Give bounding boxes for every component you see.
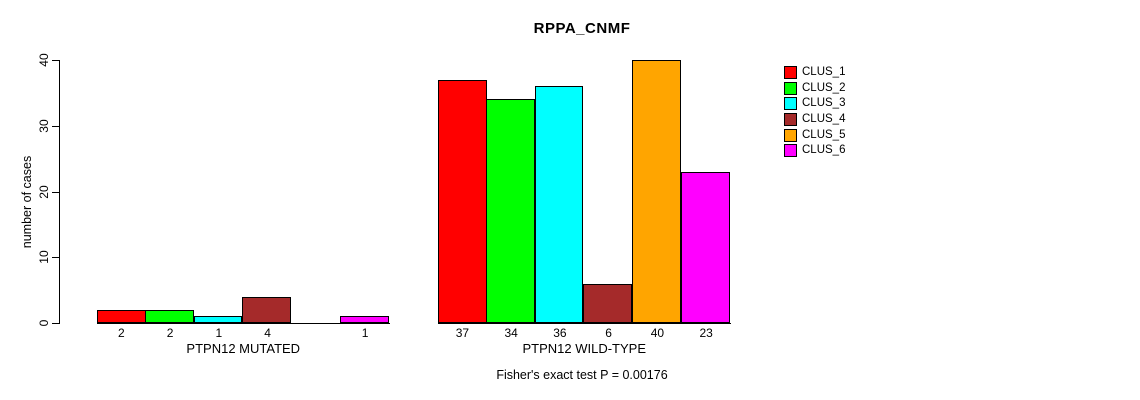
y-axis-tick: [52, 323, 59, 324]
legend-swatch-icon: [784, 128, 797, 142]
legend-item-label: CLUS_5: [802, 128, 846, 141]
bar-value-label: 37: [455, 326, 470, 340]
chart-title: RPPA_CNMF: [533, 20, 631, 37]
bar-clus_1-group1: [97, 309, 146, 323]
bar-clus_2-group1: [144, 309, 194, 323]
bar-value-label: 1: [361, 326, 369, 340]
group-label-2: PTPN12 WILD-TYPE: [522, 341, 647, 356]
legend-item-clus_3: CLUS_3: [784, 96, 845, 112]
legend-item-label: CLUS_1: [802, 66, 846, 79]
y-axis-tick: [52, 125, 59, 127]
bar-clus_6-group2: [680, 171, 730, 323]
legend-item-clus_1: CLUS_1: [784, 65, 845, 81]
bar-clus_6-group1: [339, 316, 389, 323]
bar-value-label: 36: [553, 326, 567, 340]
x-axis-baseline: [97, 323, 390, 324]
legend-item-label: CLUS_3: [802, 97, 846, 110]
legend-swatch-icon: [784, 81, 797, 95]
legend-item-label: CLUS_6: [802, 144, 846, 157]
fisher-test-annotation: Fisher's exact test P = 0.00176: [496, 368, 668, 382]
bar-clus_4-group1: [242, 296, 291, 323]
bar-value-label: 34: [504, 326, 518, 340]
legend-item-label: CLUS_4: [802, 113, 846, 126]
bar-clus_1-group2: [438, 79, 487, 323]
legend-swatch-icon: [784, 144, 797, 158]
legend-swatch-icon: [784, 97, 797, 111]
y-axis-tick-label: 20: [37, 184, 51, 199]
group-label-1: PTPN12 MUTATED: [186, 341, 301, 356]
bar-value-label: 2: [166, 326, 174, 340]
bar-value-label: 40: [650, 326, 665, 340]
chart-legend: CLUS_1 CLUS_2 CLUS_3 CLUS_4 CLUS_5 CLUS_6: [784, 65, 845, 159]
y-axis-tick-label: 10: [37, 250, 51, 264]
y-axis-line: [59, 60, 60, 324]
legend-item-clus_2: CLUS_2: [784, 81, 845, 97]
y-axis-tick-label: 40: [37, 53, 51, 67]
bar-clus_4-group2: [583, 283, 632, 323]
bar-value-label: 23: [699, 326, 713, 340]
y-axis-tick-label: 30: [37, 119, 51, 133]
y-axis-tick-label: 0: [37, 319, 51, 327]
bar-clus_3-group2: [534, 86, 584, 323]
legend-item-clus_6: CLUS_6: [784, 143, 845, 159]
bar-value-label: 2: [118, 326, 125, 340]
bar-clus_2-group2: [485, 99, 535, 323]
legend-swatch-icon: [784, 66, 797, 80]
y-axis-tick: [52, 60, 59, 61]
bar-value-label: 6: [605, 326, 612, 340]
legend-swatch-icon: [784, 113, 797, 127]
bar-value-label: 1: [215, 326, 223, 340]
y-axis-tick: [52, 191, 59, 193]
bar-clus_3-group1: [193, 316, 243, 323]
bar-value-label: 4: [264, 326, 271, 340]
legend-item-label: CLUS_2: [802, 81, 846, 94]
y-axis-tick: [52, 257, 59, 259]
legend-item-clus_5: CLUS_5: [784, 127, 845, 143]
bar-clus_5-group2: [632, 60, 681, 323]
x-axis-baseline: [438, 323, 731, 324]
legend-item-clus_4: CLUS_4: [784, 112, 845, 128]
